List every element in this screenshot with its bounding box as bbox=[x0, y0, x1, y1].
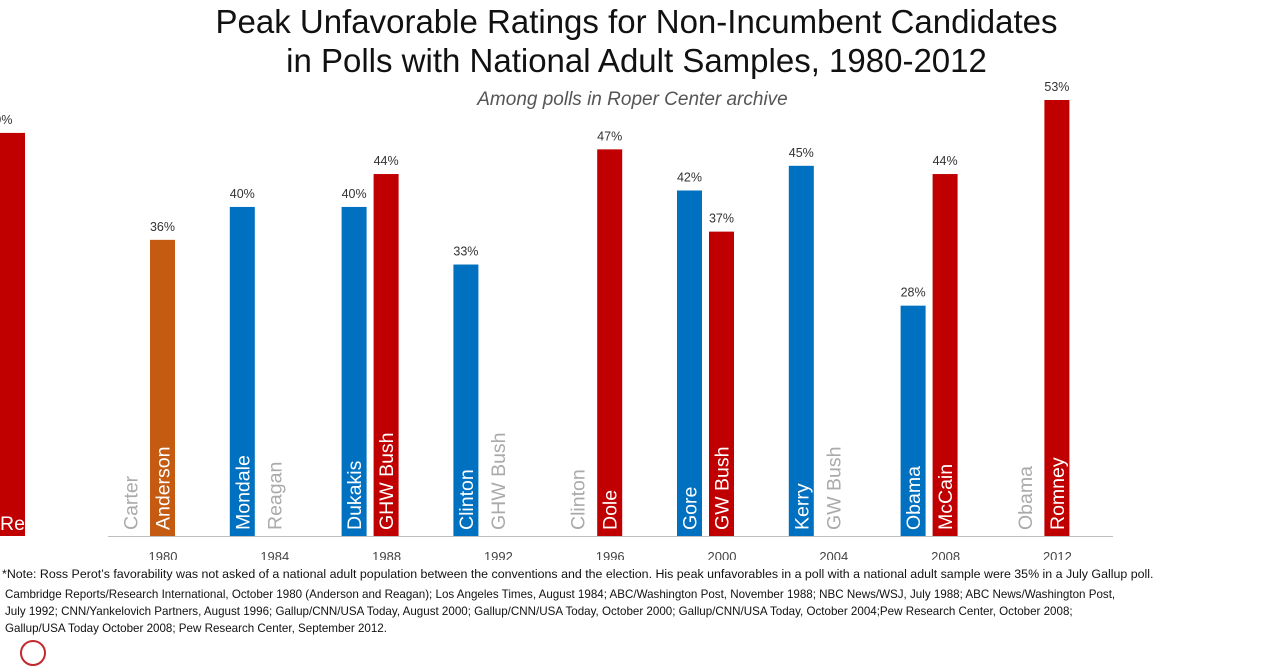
bar-2012-romney bbox=[1044, 100, 1070, 536]
bar-2000-gore bbox=[677, 190, 702, 536]
x-tick-label-2000: 2000 bbox=[708, 549, 737, 560]
chart-title-line-2: in Polls with National Adult Samples, 19… bbox=[286, 42, 987, 79]
bar-name-1988-ghw-bush: GHW Bush bbox=[376, 432, 398, 530]
x-tick-label-2012: 2012 bbox=[1043, 549, 1072, 560]
bar-chart: 1980 1984 1988 1992 1996 2000 2004 2008 2012 Cart… bbox=[0, 80, 1113, 560]
sources-line-2: July 1992; CNN/Yankelovich Partners, Aug… bbox=[5, 605, 1073, 618]
data-label-1988-dukakis: 40% bbox=[342, 187, 367, 201]
x-tick-label-1996: 1996 bbox=[596, 549, 625, 560]
sources-block: Cambridge Reports/Research International… bbox=[5, 586, 1270, 637]
bar-1988-ghw-bush bbox=[373, 174, 399, 537]
data-label-1996-dole: 47% bbox=[597, 129, 622, 143]
bar-name-1980-reagan: Reagan bbox=[0, 513, 68, 535]
bar-name-1992-clinton: Clinton bbox=[456, 469, 478, 530]
data-label-1980-anderson: 36% bbox=[150, 220, 175, 234]
data-label-2012-romney: 53% bbox=[1044, 80, 1069, 94]
chart-subtitle: Among polls in Roper Center archive bbox=[477, 89, 788, 110]
bar-name-2004-gw-bush: GW Bush bbox=[823, 447, 845, 530]
bar-2008-mccain bbox=[932, 174, 958, 537]
bar-name-1996-dole: Dole bbox=[600, 490, 622, 530]
bar-name-1984-reagan: Reagan bbox=[264, 462, 286, 530]
bar-name-1984-mondale: Mondale bbox=[232, 455, 254, 530]
data-label-1984-mondale: 40% bbox=[230, 187, 255, 201]
x-tick-label-2008: 2008 bbox=[931, 549, 960, 560]
x-tick-label-1988: 1988 bbox=[372, 549, 401, 560]
x-tick-label-1984: 1984 bbox=[260, 549, 289, 560]
data-label-1988-ghw-bush: 44% bbox=[374, 154, 399, 168]
bar-2004-kerry bbox=[788, 165, 814, 536]
data-label-2000-gw-bush: 37% bbox=[709, 212, 734, 226]
bar-1988-dukakis bbox=[341, 206, 367, 536]
x-tick-label-2004: 2004 bbox=[819, 549, 848, 560]
bar-name-1992-ghw-bush: GHW Bush bbox=[488, 432, 510, 530]
x-tick-label-1980: 1980 bbox=[149, 549, 178, 560]
bar-1980-reagan bbox=[0, 132, 25, 537]
bar-name-2008-obama: Obama bbox=[903, 466, 925, 530]
data-label-2004-kerry: 45% bbox=[789, 146, 814, 160]
bar-1984-mondale bbox=[229, 206, 255, 536]
sources-line-3: Gallup/USA Today October 2008; Pew Resea… bbox=[5, 622, 387, 635]
chart-title: Peak Unfavorable Ratings for Non-Incumbe… bbox=[0, 2, 1273, 80]
chart-title-line-1: Peak Unfavorable Ratings for Non-Incumbe… bbox=[215, 3, 1058, 40]
bar-name-2012-romney: Romney bbox=[1047, 457, 1069, 530]
bar-1996-dole bbox=[597, 149, 623, 536]
bar-1980-anderson bbox=[150, 239, 175, 536]
bar-name-2008-mccain: McCain bbox=[935, 464, 957, 530]
bar-name-1980-carter: Carter bbox=[121, 475, 143, 530]
x-tick-label-1992: 1992 bbox=[484, 549, 513, 560]
bar-1992-clinton bbox=[453, 264, 479, 536]
roper-center-logo-icon bbox=[20, 640, 46, 666]
data-label-2000-gore: 42% bbox=[677, 170, 702, 184]
bar-name-1980-anderson: Anderson bbox=[153, 447, 175, 530]
sources-line-1: Cambridge Reports/Research International… bbox=[5, 588, 1116, 601]
bar-name-2000-gw-bush: GW Bush bbox=[712, 447, 734, 530]
data-label-2008-obama: 28% bbox=[901, 286, 926, 300]
data-label-2008-mccain: 44% bbox=[933, 154, 958, 168]
data-label-1992-clinton: 33% bbox=[453, 245, 478, 259]
bar-name-2012-obama: Obama bbox=[1015, 466, 1037, 530]
bar-name-1988-dukakis: Dukakis bbox=[344, 460, 366, 530]
data-label-1980-reagan: 49% bbox=[0, 113, 13, 127]
bar-2000-gw-bush bbox=[709, 231, 734, 537]
bar-name-2004-kerry: Kerry bbox=[791, 483, 813, 530]
bar-2008-obama bbox=[900, 305, 926, 536]
bar-name-2000-gore: Gore bbox=[680, 487, 702, 530]
bar-name-1996-clinton: Clinton bbox=[568, 469, 590, 530]
footnote-note: *Note: Ross Perot’s favorability was not… bbox=[2, 567, 1154, 581]
